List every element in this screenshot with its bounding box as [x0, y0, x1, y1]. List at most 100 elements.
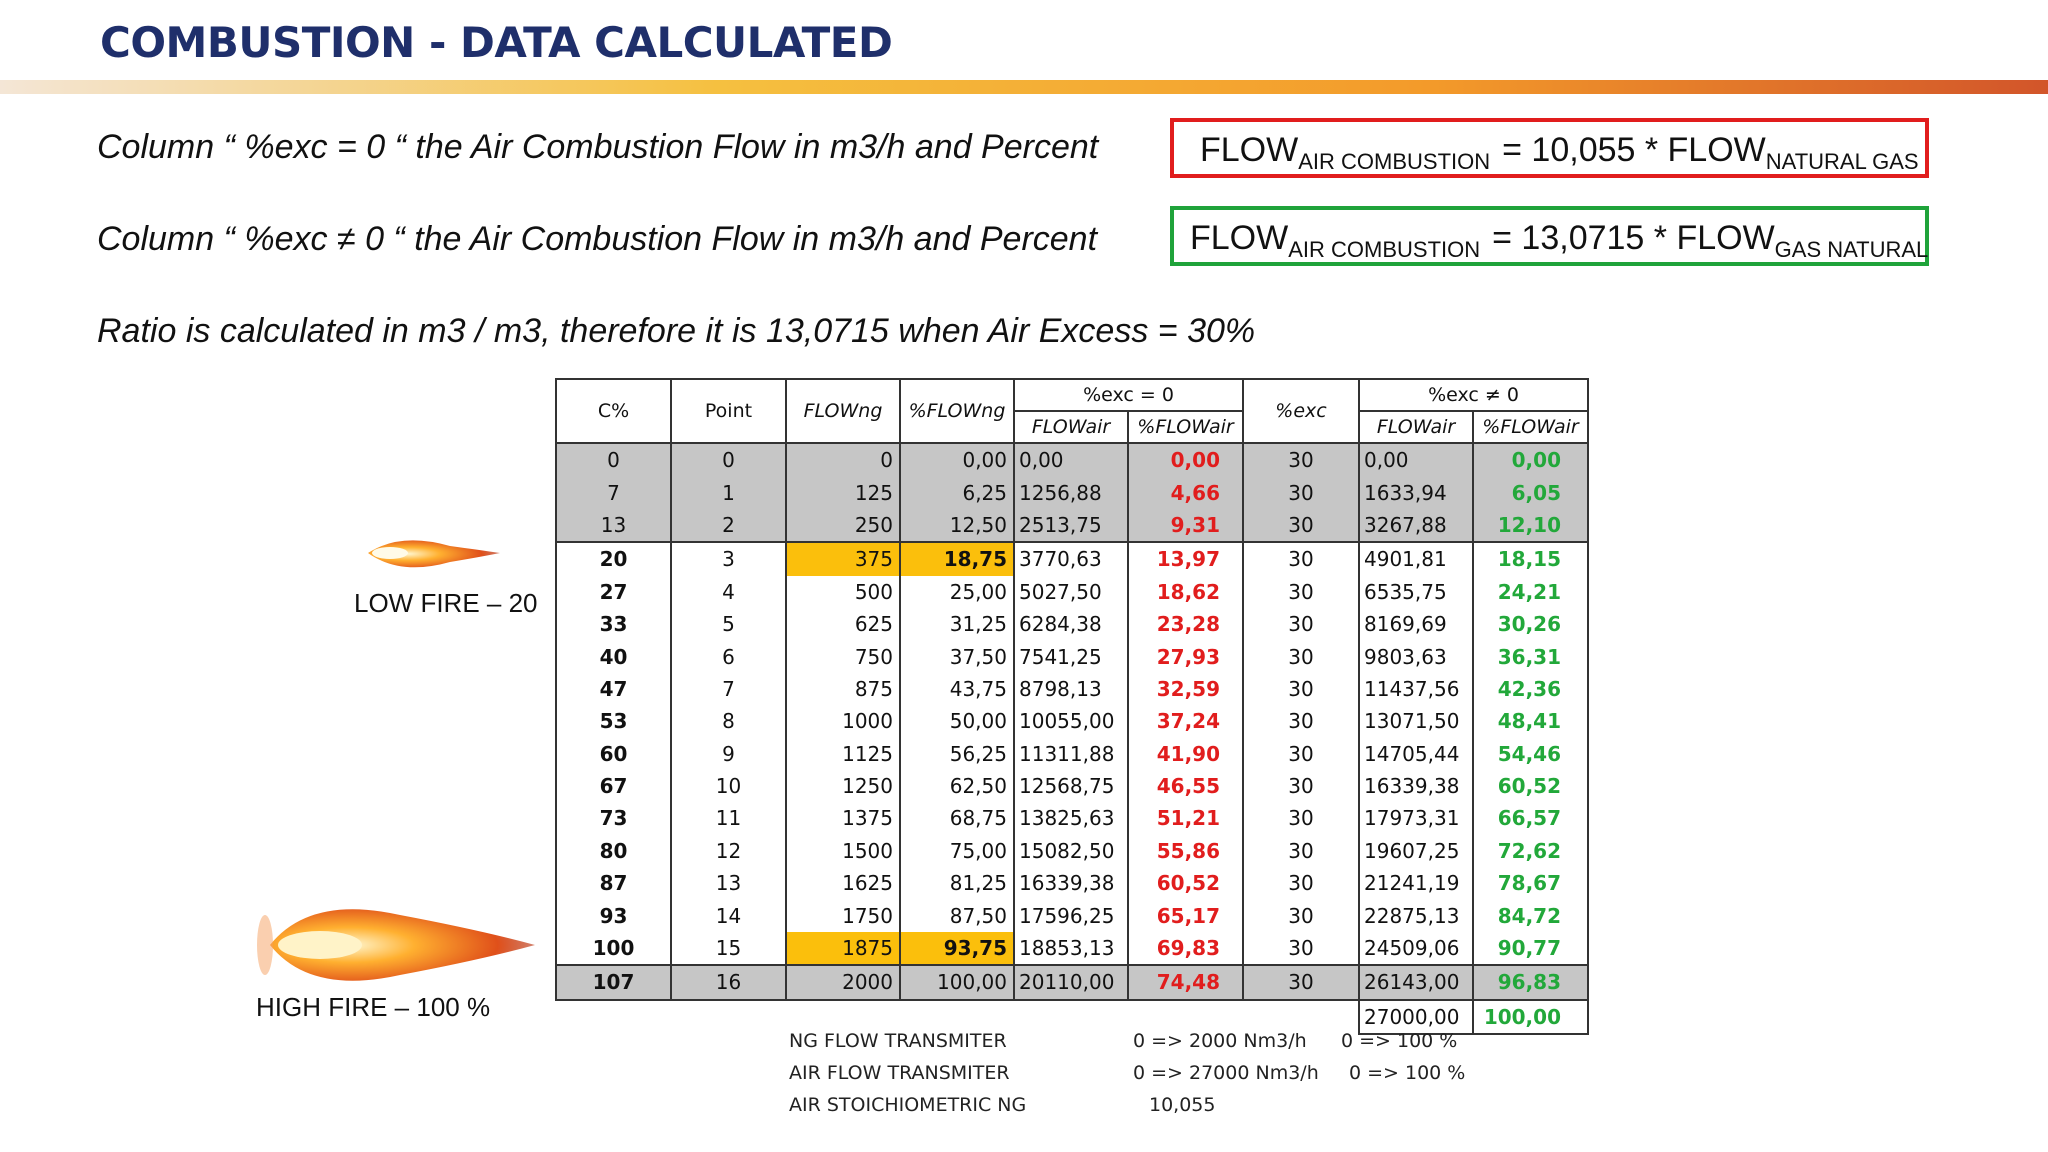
table-cell: 8798,13: [1013, 672, 1129, 706]
table-cell: 1125: [785, 737, 901, 770]
table-cell: 21241,19: [1358, 867, 1474, 900]
blank-cell: [900, 1000, 1014, 1034]
table-cell: 6: [670, 640, 787, 673]
formula-text: = 13,0715 * FLOW: [1492, 219, 1775, 257]
table-cell: 73: [555, 802, 672, 835]
table-cell: 40: [555, 640, 672, 673]
table-row: 60 9 1125 56,25 11311,88 41,90 30 14705,44 54,46: [555, 737, 1589, 770]
table-cell: 60: [555, 737, 672, 770]
table-cell: 31,25: [899, 607, 1015, 641]
table-cell: 13,97: [1127, 542, 1244, 576]
table-cell: 66,57: [1472, 802, 1589, 835]
blank-cell: [556, 1000, 671, 1034]
table-cell: 2000: [785, 964, 901, 1001]
table-cell: 30: [1242, 899, 1360, 932]
header-cell: FLOWair: [1013, 410, 1129, 444]
table-cell: 3: [670, 542, 787, 576]
footnote: 0 => 2000 Nm3/h: [1133, 1030, 1307, 1052]
table-cell: 1375: [785, 802, 901, 835]
page-title: COMBUSTION - DATA CALCULATED: [100, 18, 893, 67]
table-cell: 0,00: [899, 443, 1015, 477]
formula-text: = 10,055 * FLOW: [1502, 131, 1766, 169]
table-cell: 8: [670, 705, 787, 738]
header-cell: Point: [670, 378, 787, 444]
table-cell: 22875,13: [1358, 899, 1474, 932]
table-cell: 30: [1242, 867, 1360, 900]
table-cell: 69,83: [1127, 931, 1244, 966]
table-cell: 6535,75: [1358, 575, 1474, 608]
formula-box: FLOWAIR COMBUSTION = 13,0715 * FLOWGAS NA…: [1170, 206, 1929, 266]
header-row: FLOWair %FLOWair FLOWair %FLOWair: [556, 410, 1589, 444]
table-cell: 3770,63: [1013, 542, 1129, 576]
table-cell: 18,15: [1472, 542, 1589, 576]
table-cell: 47: [555, 672, 672, 706]
table-row: 27000,00 100,00: [556, 998, 1589, 1036]
table-cell: 55,86: [1127, 834, 1244, 868]
blank-cell: [1243, 1000, 1359, 1034]
table-cell: 0,00: [1358, 443, 1474, 477]
table-cell: 81,25: [899, 867, 1015, 900]
table-cell: 9,31: [1127, 508, 1244, 544]
table-cell: 0,00: [1472, 443, 1589, 477]
table-cell: 11: [670, 802, 787, 835]
formula-text: FLOW: [1190, 219, 1289, 257]
table-row: 20 3 375 18,75 3770,63 13,97 30 4901,81 18,15: [555, 542, 1589, 576]
table-cell: 11437,56: [1358, 672, 1474, 706]
footnote: AIR STOICHIOMETRIC NG: [789, 1094, 1027, 1116]
table-cell: 24,21: [1472, 575, 1589, 608]
table-cell: 4,66: [1127, 476, 1244, 509]
table-cell: 87: [555, 867, 672, 900]
table-cell: 30: [1242, 705, 1360, 738]
table-cell: 7541,25: [1013, 640, 1129, 673]
table-cell: 56,25: [899, 737, 1015, 770]
table-cell: 17973,31: [1358, 802, 1474, 835]
table-row: 87 13 1625 81,25 16339,38 60,52 30 21241,19 78,6…: [555, 867, 1589, 900]
table-cell: 30: [1242, 737, 1360, 770]
table-row: 93 14 1750 87,50 17596,25 65,17 30 22875,13 84,7…: [555, 899, 1589, 932]
note: Column “ %exc ≠ 0 “ the Air Combustion F…: [97, 220, 1098, 258]
table-cell: 4901,81: [1358, 542, 1474, 576]
footnote: AIR FLOW TRANSMITER: [789, 1062, 1010, 1084]
table-cell: 4: [670, 575, 787, 608]
table-cell: 1: [670, 476, 787, 509]
table-cell: 60,52: [1127, 867, 1244, 900]
note: Ratio is calculated in m3 / m3, therefor…: [97, 312, 1256, 350]
table-cell: 12,10: [1472, 508, 1589, 544]
table-cell: 41,90: [1127, 737, 1244, 770]
table-cell: 0: [785, 443, 901, 477]
table-cell: 6,25: [899, 476, 1015, 509]
footnote: 0 => 100 %: [1341, 1030, 1458, 1052]
table-cell: 500: [785, 575, 901, 608]
table-cell: 33: [555, 607, 672, 641]
table-cell: 78,67: [1472, 867, 1589, 900]
table-cell: 37,50: [899, 640, 1015, 673]
table-cell: 72,62: [1472, 834, 1589, 868]
table-cell: 30: [1242, 542, 1360, 576]
table-cell: 5027,50: [1013, 575, 1129, 608]
table-row: 7 1 125 6,25 1256,88 4,66 30 1633,94 6,05: [555, 476, 1589, 509]
low-flame: [368, 540, 500, 568]
table-cell: 90,77: [1472, 931, 1589, 966]
table-row: 13 2 250 12,50 2513,75 9,31 30 3267,88 12,10: [555, 508, 1589, 544]
table-cell: 87,50: [899, 899, 1015, 932]
table-cell: 54,46: [1472, 737, 1589, 770]
table-cell: 53: [555, 705, 672, 738]
table-cell: 24509,06: [1358, 931, 1474, 966]
table-cell: 18853,13: [1013, 931, 1129, 966]
footnote: 10,055: [1149, 1094, 1216, 1116]
table-cell: 9: [670, 737, 787, 770]
header-row: C% Point FLOWng %FLOWng %exc = 0 %exc %exc ≠ 0: [555, 378, 1589, 444]
table-cell: 10: [670, 769, 787, 803]
table-cell: 14: [670, 899, 787, 932]
data-table: C% Point FLOWng %FLOWng %exc = 0 %exc %exc ≠ 0…: [555, 378, 1589, 1036]
table-cell: 93: [555, 899, 672, 932]
table-cell: 20110,00: [1013, 964, 1129, 1001]
table-cell: 8169,69: [1358, 607, 1474, 641]
table-cell: 30: [1242, 607, 1360, 641]
table-cell: 96,83: [1472, 964, 1589, 1001]
table-cell: 27000,00: [1358, 998, 1474, 1036]
table-cell: 17596,25: [1013, 899, 1129, 932]
table-cell: 1000: [785, 705, 901, 738]
header-bar: [0, 80, 2048, 94]
